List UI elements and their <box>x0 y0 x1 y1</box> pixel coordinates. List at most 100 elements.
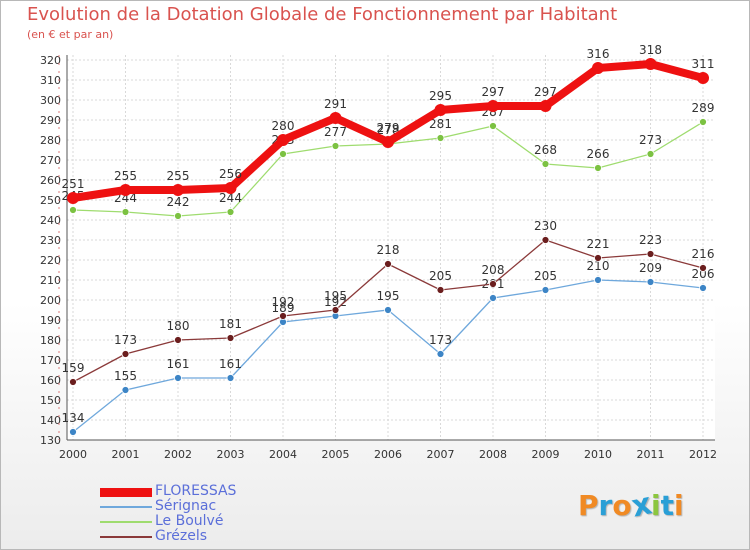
data-label-floressas: 311 <box>692 57 715 71</box>
data-point-floressas <box>592 62 604 74</box>
data-point-floressas <box>487 100 499 112</box>
logo-letter: i <box>673 489 684 522</box>
data-label-grezels: 216 <box>692 247 715 261</box>
data-point-serignac <box>69 428 77 436</box>
data-label-grezels: 218 <box>377 243 400 257</box>
chart-legend: FLORESSAS Sérignac Le Boulvé Grézels <box>100 484 300 544</box>
data-point-grezels <box>279 312 287 320</box>
x-tick-label: 2011 <box>637 448 665 461</box>
data-label-serignac: 155 <box>114 369 137 383</box>
data-point-serignac <box>699 284 707 292</box>
data-point-floressas <box>644 58 657 70</box>
data-point-le-boulve <box>121 208 130 216</box>
y-tick-label: 230 <box>40 234 61 247</box>
data-point-grezels <box>69 378 77 386</box>
y-tick-label: 150 <box>40 394 61 407</box>
data-point-floressas <box>277 134 289 146</box>
data-point-floressas <box>67 192 79 204</box>
x-tick-label: 2005 <box>322 448 350 461</box>
y-tick-label: 250 <box>40 194 61 207</box>
logo-letter: P <box>578 489 599 522</box>
data-label-grezels: 173 <box>114 333 137 347</box>
y-tick-label: 310 <box>40 74 61 87</box>
data-point-grezels <box>384 260 392 268</box>
data-point-serignac <box>541 286 550 294</box>
data-label-floressas: 297 <box>534 85 557 99</box>
x-tick-label: 2008 <box>479 448 507 461</box>
legend-label-serignac: Sérignac <box>155 498 217 514</box>
data-label-le-boulve: 244 <box>219 191 242 205</box>
legend-swatch-le-boulve <box>100 521 152 523</box>
y-tick-label: 300 <box>40 94 61 107</box>
y-tick-label: 290 <box>40 114 61 127</box>
data-label-grezels: 208 <box>482 263 505 277</box>
data-label-le-boulve: 277 <box>324 125 347 139</box>
legend-label-floressas: FLORESSAS <box>155 483 237 499</box>
data-label-serignac: 210 <box>587 259 610 273</box>
data-point-floressas <box>434 104 447 116</box>
data-label-grezels: 159 <box>62 361 85 375</box>
data-point-grezels <box>594 254 602 262</box>
legend-item-le-boulve: Le Boulvé <box>100 514 300 529</box>
data-label-floressas: 316 <box>587 47 610 61</box>
legend-label-grezels: Grézels <box>155 528 208 544</box>
y-tick-label: 190 <box>40 314 61 327</box>
data-point-le-boulve <box>226 208 235 216</box>
data-point-floressas <box>224 182 237 194</box>
data-label-grezels: 223 <box>639 233 662 247</box>
y-tick-label: 180 <box>40 334 61 347</box>
x-tick-label: 2007 <box>427 448 455 461</box>
data-label-serignac: 173 <box>429 333 452 347</box>
y-tick-label: 200 <box>40 294 61 307</box>
y-tick-label: 160 <box>40 374 61 387</box>
data-point-le-boulve <box>174 212 182 220</box>
y-tick-label: 210 <box>40 274 61 287</box>
data-label-serignac: 134 <box>62 411 85 425</box>
data-label-le-boulve: 242 <box>167 195 190 209</box>
x-tick-label: 2012 <box>689 448 717 461</box>
x-tick-label: 2010 <box>584 448 612 461</box>
data-point-le-boulve <box>489 122 497 130</box>
chart-subtitle: (en € et par an) <box>27 28 114 41</box>
data-label-floressas: 256 <box>219 167 242 181</box>
data-point-le-boulve <box>279 150 287 158</box>
data-label-serignac: 161 <box>219 357 242 371</box>
data-point-grezels <box>489 280 497 288</box>
data-label-floressas: 251 <box>62 177 85 191</box>
chart-title: Evolution de la Dotation Globale de Fonc… <box>27 4 618 25</box>
data-point-le-boulve <box>646 150 655 158</box>
proxiti-logo: Proxiti <box>578 486 684 524</box>
data-label-le-boulve: 289 <box>692 101 715 115</box>
data-label-serignac: 189 <box>272 301 295 315</box>
y-tick-label: 140 <box>40 414 61 427</box>
y-tick-label: 170 <box>40 354 61 367</box>
data-point-grezels <box>174 336 182 344</box>
y-tick-label: 270 <box>40 154 61 167</box>
data-label-grezels: 230 <box>534 219 557 233</box>
data-label-floressas: 279 <box>377 121 400 135</box>
x-tick-label: 2001 <box>112 448 140 461</box>
data-point-floressas <box>172 184 184 196</box>
data-point-serignac <box>226 374 235 382</box>
data-label-serignac: 205 <box>534 269 557 283</box>
data-point-serignac <box>174 374 182 382</box>
legend-label-le-boulve: Le Boulvé <box>155 513 224 529</box>
data-point-le-boulve <box>69 206 77 214</box>
data-label-grezels: 205 <box>429 269 452 283</box>
data-point-floressas <box>697 72 709 84</box>
logo-letter: i <box>650 489 661 522</box>
legend-item-grezels: Grézels <box>100 529 300 544</box>
data-point-floressas <box>329 112 342 124</box>
data-label-grezels: 180 <box>167 319 190 333</box>
data-point-grezels <box>646 250 655 258</box>
data-label-serignac: 195 <box>377 289 400 303</box>
data-label-floressas: 255 <box>167 169 190 183</box>
x-tick-label: 2003 <box>217 448 245 461</box>
data-label-le-boulve: 273 <box>639 133 662 147</box>
data-point-grezels <box>226 334 235 342</box>
logo-letter: t <box>660 489 674 522</box>
x-tick-label: 2004 <box>269 448 297 461</box>
legend-item-floressas: FLORESSAS <box>100 484 300 499</box>
data-point-le-boulve <box>699 118 707 126</box>
